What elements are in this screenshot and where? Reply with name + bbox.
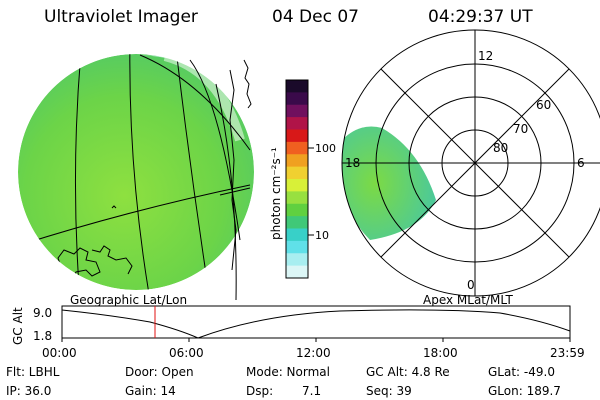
- x-tick-1800: 18:00: [423, 346, 458, 360]
- polar-panel: 60 70 80 12 6 0 18: [341, 29, 600, 297]
- colorbar-band: [286, 104, 308, 118]
- glon-status: GLon: 189.7: [488, 384, 561, 398]
- alt-ylabel: GC Alt: [11, 307, 25, 345]
- colorbar-band: [286, 80, 308, 93]
- colorbar-unit-label: photon cm⁻²s⁻¹: [269, 147, 283, 240]
- altitude-curve: [61, 309, 571, 339]
- colorbar-band: [286, 265, 308, 279]
- colorbar-band: [286, 92, 308, 106]
- dsp-value: 7.1: [302, 384, 322, 398]
- glat-status: GLat: -49.0: [488, 365, 555, 379]
- x-tick-0600: 06:00: [169, 346, 204, 360]
- mlt-0-label: 0: [467, 278, 475, 292]
- x-tick-2359: 23:59: [550, 346, 585, 360]
- colorbar-tick-10: 10: [315, 229, 329, 242]
- x-tick-1200: 12:00: [296, 346, 331, 360]
- colorbar-band: [286, 117, 308, 130]
- mlt-18-label: 18: [345, 156, 360, 170]
- colorbar-band: [286, 141, 308, 155]
- polar-lat-70: 70: [513, 122, 528, 136]
- seq-status: Seq: 39: [366, 384, 412, 398]
- mlt-12-label: 12: [478, 49, 493, 63]
- filter-status: Flt: LBHL: [6, 365, 60, 379]
- colorbar-band: [286, 203, 308, 217]
- polar-auroral-image: [342, 126, 436, 240]
- colorbar-band: [286, 216, 308, 229]
- gain-status: Gain: 14: [125, 384, 176, 398]
- ip-status: IP: 36.0: [6, 384, 52, 398]
- colorbar-band: [286, 240, 308, 254]
- geographic-label: Geographic Lat/Lon: [70, 293, 187, 307]
- colorbar-band: [286, 179, 308, 192]
- apex-label: Apex MLat/MLT: [423, 293, 513, 307]
- x-tick-0000: 00:00: [42, 346, 77, 360]
- door-status: Door: Open: [125, 365, 194, 379]
- colorbar: 100 10 photon cm⁻²s⁻¹: [269, 79, 336, 279]
- polar-lat-80: 80: [493, 141, 508, 155]
- altitude-plot: GC Alt 9.0 1.8 00:00 06:00 12:00 18:00 2…: [11, 305, 585, 360]
- alt-ymax: 9.0: [33, 306, 52, 320]
- geographic-panel: [18, 54, 254, 301]
- mode-status: Mode: Normal: [246, 365, 330, 379]
- colorbar-band: [286, 129, 308, 143]
- mlt-6-label: 6: [577, 156, 585, 170]
- colorbar-band: [286, 166, 308, 180]
- gc-alt-status: GC Alt: 4.8 Re: [366, 365, 450, 379]
- colorbar-band: [286, 154, 308, 168]
- instrument-title: Ultraviolet Imager: [44, 7, 198, 27]
- colorbar-tick-100: 100: [315, 142, 336, 155]
- colorbar-band: [286, 228, 308, 242]
- dsp-label: Dsp:: [246, 384, 274, 398]
- colorbar-band: [286, 191, 308, 205]
- time-label: 04:29:37 UT: [428, 7, 533, 27]
- alt-ymin: 1.8: [33, 329, 52, 343]
- polar-lat-60: 60: [536, 98, 551, 112]
- date-label: 04 Dec 07: [272, 7, 359, 27]
- colorbar-band: [286, 253, 308, 267]
